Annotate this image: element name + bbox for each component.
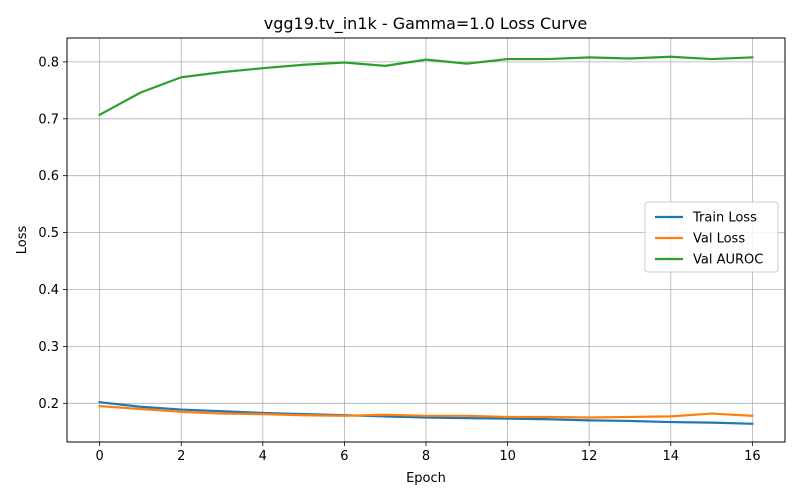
train-loss-line <box>98 400 754 425</box>
legend-label-val-loss: Val Loss <box>693 232 745 247</box>
val-loss-line <box>98 404 754 419</box>
x-tick-label: 4 <box>259 449 267 464</box>
series-lines <box>98 55 754 425</box>
y-tick-label: 0.8 <box>38 55 59 70</box>
legend-label-train-loss: Train Loss <box>692 211 757 226</box>
y-tick-label: 0.7 <box>38 112 59 127</box>
y-tick-label: 0.2 <box>38 397 59 412</box>
x-tick-label: 12 <box>581 449 598 464</box>
x-tick-label: 8 <box>422 449 430 464</box>
y-tick-label: 0.4 <box>38 283 59 298</box>
y-axis-title: Loss <box>15 226 30 255</box>
x-tick-label: 14 <box>662 449 679 464</box>
x-tick-label: 6 <box>340 449 348 464</box>
y-axis-ticks: 0.2 0.3 0.4 0.5 0.6 0.7 0.8 <box>38 55 67 412</box>
val-auroc-line <box>98 55 754 117</box>
x-tick-label: 16 <box>744 449 761 464</box>
legend-label-val-auroc: Val AUROC <box>693 253 763 268</box>
x-tick-label: 0 <box>95 449 103 464</box>
x-axis-title: Epoch <box>406 471 446 486</box>
legend: Train Loss Val Loss Val AUROC <box>644 201 779 273</box>
x-tick-label: 2 <box>177 449 185 464</box>
y-tick-label: 0.3 <box>38 340 59 355</box>
x-axis-ticks: 0 2 4 6 8 10 12 14 16 <box>95 442 761 464</box>
y-tick-label: 0.6 <box>38 169 59 184</box>
y-tick-label: 0.5 <box>38 226 59 241</box>
grid-lines <box>67 38 785 442</box>
legend-box <box>644 201 779 273</box>
chart-title: vgg19.tv_in1k - Gamma=1.0 Loss Curve <box>264 14 587 34</box>
x-tick-label: 10 <box>499 449 516 464</box>
